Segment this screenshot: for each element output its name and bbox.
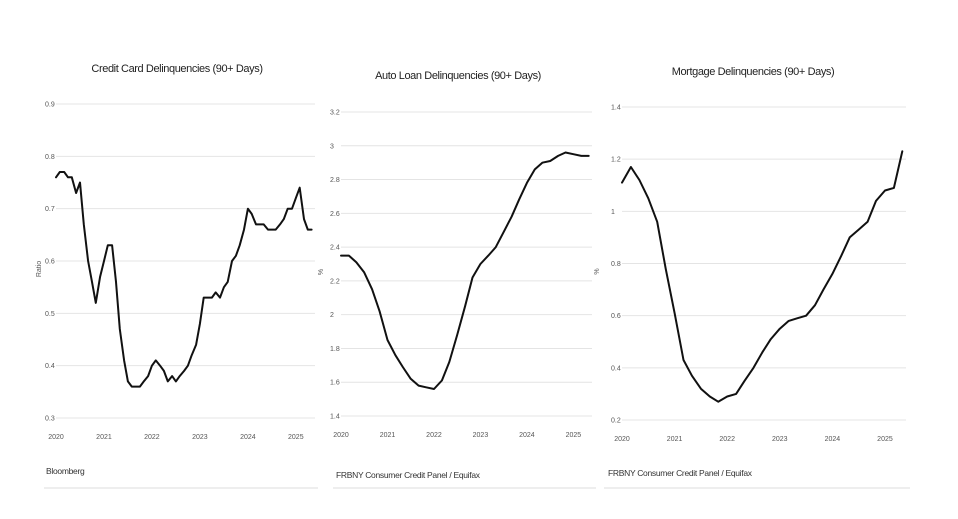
- x-tick-label: 2020: [614, 436, 630, 443]
- source-note: FRBNY Consumer Credit Panel / Equifax: [608, 468, 753, 478]
- x-tick-label: 2022: [719, 436, 735, 443]
- y-tick-label: 2: [330, 312, 334, 319]
- y-tick-label: 3: [330, 143, 334, 150]
- chart-panel-3: Mortgage Delinquencies (90+ Days) 0.2 0.4 0…: [594, 66, 910, 489]
- chart-title: Auto Loan Delinquencies (90+ Days): [375, 70, 541, 82]
- y-tick-label: 3.2: [330, 110, 340, 117]
- chart-title: Credit Card Delinquencies (90+ Days): [91, 63, 262, 75]
- x-tick-label: 2024: [519, 432, 535, 439]
- y-tick-label: 1.4: [611, 105, 621, 112]
- y-tick-label: 1.8: [330, 346, 340, 353]
- y-tick-label: 0.2: [611, 418, 621, 425]
- series-line: [55, 171, 313, 388]
- x-tick-label: 2020: [48, 434, 64, 441]
- x-tick-label: 2021: [96, 434, 112, 441]
- x-tick-label: 2022: [144, 434, 160, 441]
- chart-panel-1: Credit Card Delinquencies (90+ Days) 0.3 0…: [36, 63, 318, 489]
- y-tick-label: 2.8: [330, 177, 340, 184]
- y-tick-label: 0.4: [611, 365, 621, 372]
- x-tick-label: 2021: [380, 432, 396, 439]
- source-note: FRBNY Consumer Credit Panel / Equifax: [336, 470, 481, 480]
- x-tick-label: 2025: [288, 434, 304, 441]
- y-tick-label: 0.9: [45, 102, 55, 109]
- x-tick-label: 2021: [667, 436, 683, 443]
- y-axis-label: %: [594, 268, 601, 274]
- chart-title: Mortgage Delinquencies (90+ Days): [672, 66, 835, 78]
- x-tick-label: 2025: [566, 432, 582, 439]
- y-tick-label: 1.6: [330, 380, 340, 387]
- series-line: [621, 150, 904, 403]
- y-tick-label: 0.6: [45, 259, 55, 266]
- y-tick-label: 1.2: [611, 157, 621, 164]
- y-tick-label: 1: [611, 209, 615, 216]
- y-axis-label: %: [318, 269, 325, 275]
- x-tick-label: 2025: [877, 436, 893, 443]
- y-tick-label: 0.4: [45, 363, 55, 370]
- y-tick-label: 0.7: [45, 206, 55, 213]
- x-tick-label: 2020: [333, 432, 349, 439]
- x-tick-label: 2023: [772, 436, 788, 443]
- x-tick-label: 2024: [240, 434, 256, 441]
- y-axis-label: Ratio: [36, 261, 43, 277]
- x-tick-label: 2024: [825, 436, 841, 443]
- y-tick-label: 2.2: [330, 278, 340, 285]
- series-line: [340, 151, 590, 390]
- chart-panel-2: Auto Loan Delinquencies (90+ Days) 1.4 1.6…: [318, 70, 596, 489]
- y-tick-label: 2.4: [330, 245, 340, 252]
- source-note: Bloomberg: [46, 466, 85, 476]
- x-tick-label: 2023: [473, 432, 489, 439]
- y-tick-label: 0.6: [611, 313, 621, 320]
- y-tick-label: 0.3: [45, 416, 55, 423]
- x-tick-label: 2023: [192, 434, 208, 441]
- y-tick-label: 2.6: [330, 211, 340, 218]
- x-tick-label: 2022: [426, 432, 442, 439]
- y-tick-label: 0.5: [45, 311, 55, 318]
- y-tick-label: 0.8: [45, 154, 55, 161]
- y-tick-label: 0.8: [611, 261, 621, 268]
- y-tick-label: 1.4: [330, 414, 340, 421]
